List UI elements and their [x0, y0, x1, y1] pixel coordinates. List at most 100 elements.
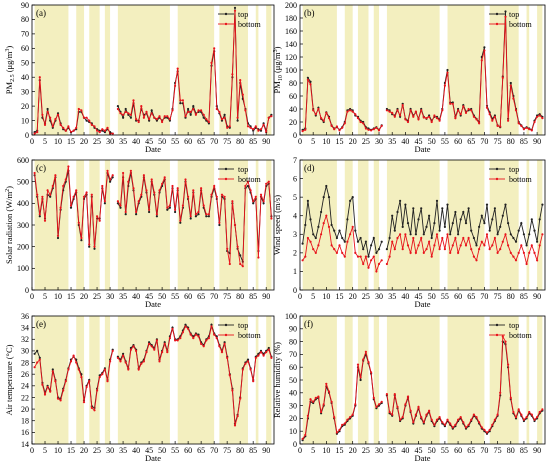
- data-point: [174, 339, 177, 342]
- data-point: [187, 107, 190, 111]
- data-point: [375, 126, 378, 129]
- data-point: [46, 110, 49, 113]
- data-point: [122, 116, 125, 119]
- data-point: [77, 107, 80, 111]
- x-tick-label: 60: [184, 137, 192, 146]
- data-point: [478, 122, 481, 125]
- x-tick-label: 35: [388, 137, 396, 146]
- data-point: [412, 115, 415, 118]
- data-point: [309, 398, 312, 401]
- x-tick-label: 35: [119, 137, 127, 146]
- data-point: [507, 119, 510, 122]
- data-point: [119, 206, 122, 209]
- data-point: [309, 83, 312, 86]
- data-point: [354, 251, 357, 254]
- data-point: [239, 397, 242, 400]
- data-point: [197, 210, 200, 214]
- data-point: [252, 128, 255, 131]
- data-point: [343, 255, 346, 258]
- data-point: [265, 351, 268, 354]
- y-axis-label: Air temperature (°C): [4, 344, 14, 415]
- data-point: [231, 389, 234, 392]
- data-point: [309, 240, 312, 243]
- data-point: [153, 348, 156, 351]
- data-point: [483, 428, 486, 431]
- data-point: [485, 203, 489, 206]
- x-tick-label: 85: [249, 137, 257, 146]
- shaded-band: [357, 5, 369, 135]
- data-point: [85, 385, 88, 389]
- y-tick-label: 140: [285, 40, 297, 49]
- x-tick-label: 25: [93, 446, 101, 455]
- y-tick-label: 10: [21, 116, 29, 125]
- data-point: [38, 358, 41, 361]
- y-tick-label: 80: [21, 15, 29, 24]
- data-point: [533, 251, 536, 254]
- data-point: [536, 240, 539, 243]
- data-point: [259, 351, 263, 354]
- data-point: [155, 339, 158, 342]
- data-point: [254, 125, 257, 128]
- data-point: [364, 127, 367, 130]
- data-point: [522, 251, 526, 254]
- data-point: [322, 222, 325, 225]
- data-point: [210, 323, 213, 326]
- panel-c: 0 5 10 15 20 25 30 35 40 45 50 55 60 65 70 75 80 85 900100…: [4, 156, 275, 309]
- data-point: [391, 214, 394, 217]
- x-tick-label: 90: [533, 446, 541, 455]
- shaded-band: [537, 5, 543, 135]
- data-point: [335, 431, 338, 434]
- legend-label-top: top: [238, 10, 248, 19]
- x-tick-label: 50: [428, 446, 436, 455]
- data-point: [262, 202, 265, 205]
- data-point: [202, 345, 205, 348]
- data-point: [467, 107, 470, 111]
- data-point: [396, 405, 399, 408]
- data-point: [163, 342, 166, 345]
- data-point: [64, 380, 67, 383]
- data-point: [530, 218, 533, 221]
- data-point: [370, 371, 373, 374]
- data-point: [226, 247, 229, 250]
- data-point: [244, 109, 247, 112]
- data-point: [67, 368, 70, 371]
- data-point: [80, 376, 83, 379]
- data-point: [249, 368, 252, 371]
- data-point: [422, 233, 425, 236]
- data-point: [207, 120, 210, 124]
- data-point: [401, 416, 404, 419]
- data-point: [129, 169, 132, 172]
- x-tick-label: 90: [533, 137, 541, 146]
- data-point: [420, 236, 423, 240]
- data-point: [267, 346, 270, 350]
- data-point: [522, 418, 526, 421]
- data-point: [168, 204, 171, 207]
- data-point: [176, 339, 179, 342]
- legend-marker: [495, 333, 499, 337]
- data-point: [414, 251, 417, 254]
- data-point: [391, 240, 394, 243]
- data-point: [428, 240, 431, 243]
- y-tick-label: 100: [285, 66, 297, 75]
- data-point: [226, 356, 229, 359]
- data-point: [530, 413, 533, 416]
- data-point: [252, 380, 255, 383]
- y-tick-label: 60: [21, 44, 29, 53]
- data-point: [49, 116, 52, 119]
- shaded-band: [219, 160, 248, 290]
- data-point: [441, 236, 444, 240]
- data-point: [85, 191, 88, 194]
- data-point: [504, 203, 507, 206]
- data-point: [197, 335, 200, 338]
- data-point: [346, 110, 349, 113]
- x-tick-label: 50: [428, 292, 436, 301]
- x-tick-label: 25: [362, 446, 370, 455]
- data-point: [210, 193, 213, 196]
- shaded-band: [386, 160, 440, 290]
- data-point: [233, 424, 237, 427]
- data-point: [69, 360, 73, 363]
- y-tick-label: 70: [289, 350, 297, 359]
- plot-frame: [299, 159, 546, 291]
- x-tick-label: 40: [132, 137, 140, 146]
- data-point: [161, 351, 164, 354]
